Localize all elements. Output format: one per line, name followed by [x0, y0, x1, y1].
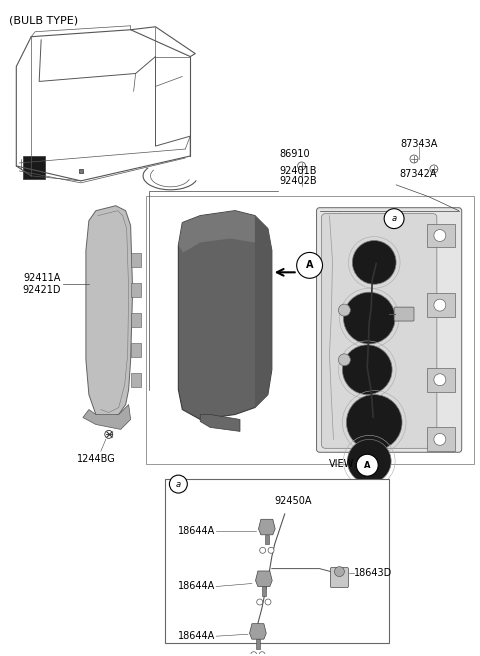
Polygon shape [255, 571, 272, 586]
Text: 87342A: 87342A [399, 169, 437, 179]
Circle shape [352, 241, 396, 284]
Text: a: a [392, 214, 396, 223]
Circle shape [356, 454, 378, 476]
Circle shape [410, 155, 418, 163]
Circle shape [434, 374, 446, 386]
Circle shape [257, 599, 263, 605]
Text: A: A [306, 260, 313, 270]
Circle shape [265, 599, 271, 605]
Bar [131, 343, 141, 357]
Text: 92411A: 92411A [24, 274, 61, 283]
Circle shape [434, 299, 446, 311]
Circle shape [347, 395, 402, 450]
Circle shape [434, 230, 446, 241]
Text: 92421D: 92421D [23, 285, 61, 295]
Polygon shape [200, 415, 240, 432]
Text: 92401B: 92401B [280, 166, 317, 176]
Polygon shape [179, 211, 272, 419]
Circle shape [105, 430, 113, 438]
Polygon shape [259, 520, 275, 535]
Circle shape [260, 547, 265, 553]
Circle shape [338, 304, 350, 316]
Circle shape [169, 475, 187, 493]
Circle shape [335, 567, 344, 577]
FancyBboxPatch shape [316, 208, 462, 452]
Text: 87343A: 87343A [400, 139, 438, 149]
Circle shape [430, 165, 438, 173]
Circle shape [259, 651, 265, 656]
Text: VIEW: VIEW [329, 459, 354, 469]
Text: 92450A: 92450A [275, 496, 312, 506]
Text: 18644A: 18644A [178, 581, 215, 592]
Text: (BULB TYPE): (BULB TYPE) [9, 16, 78, 26]
Text: a: a [176, 480, 181, 489]
Text: 18643D: 18643D [354, 567, 393, 577]
Circle shape [297, 253, 323, 278]
Bar [265, 535, 269, 544]
Bar [131, 283, 141, 297]
Bar [145, 195, 474, 464]
Circle shape [384, 209, 404, 228]
Bar [427, 293, 455, 317]
Polygon shape [179, 211, 272, 253]
Circle shape [338, 354, 350, 366]
Bar [256, 639, 260, 649]
Text: 86910: 86910 [279, 149, 310, 159]
FancyBboxPatch shape [322, 214, 437, 448]
Bar [131, 373, 141, 386]
Text: 92402B: 92402B [280, 176, 317, 186]
Text: 18644A: 18644A [178, 631, 215, 641]
Bar [131, 253, 141, 268]
FancyBboxPatch shape [330, 567, 348, 588]
Bar [427, 368, 455, 392]
Circle shape [251, 651, 257, 656]
Polygon shape [83, 405, 131, 430]
Bar [23, 156, 45, 179]
Polygon shape [250, 624, 266, 639]
Bar [131, 313, 141, 327]
Text: 1244BG: 1244BG [76, 454, 115, 464]
Bar [427, 224, 455, 247]
Bar [166, 479, 389, 643]
Polygon shape [255, 216, 272, 407]
Bar [262, 586, 265, 596]
Text: 18644A: 18644A [178, 526, 215, 536]
Text: A: A [364, 461, 371, 470]
Circle shape [348, 440, 391, 483]
Polygon shape [86, 206, 132, 419]
Circle shape [268, 547, 274, 553]
Bar [427, 428, 455, 451]
Circle shape [434, 434, 446, 445]
FancyBboxPatch shape [394, 307, 414, 321]
Circle shape [298, 162, 306, 170]
Circle shape [342, 345, 392, 395]
Circle shape [343, 292, 395, 344]
